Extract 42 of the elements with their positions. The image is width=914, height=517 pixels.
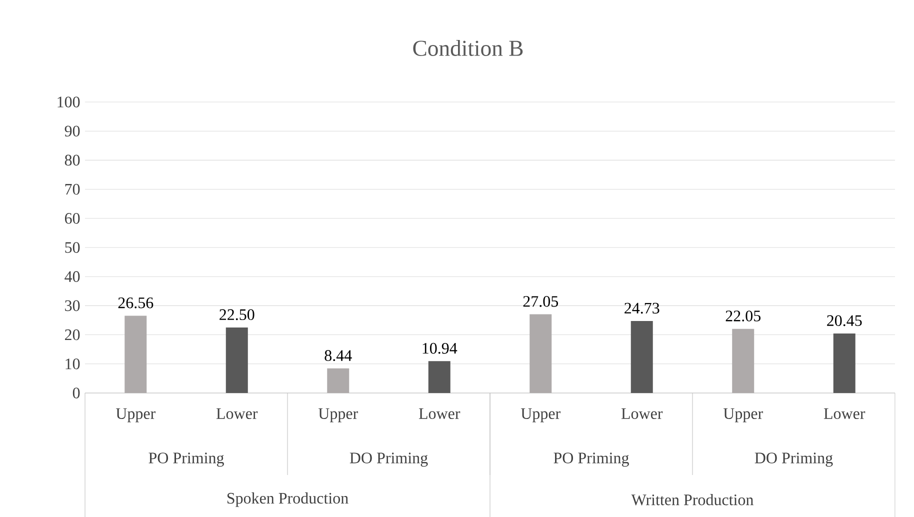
bar <box>428 361 450 393</box>
bar <box>530 314 552 393</box>
data-label: 26.56 <box>118 297 154 308</box>
text: Spoken Production <box>227 492 348 507</box>
bar <box>327 368 350 393</box>
data-label: 22.05 <box>726 310 760 322</box>
x-tick-label: Upper <box>723 408 763 422</box>
text: Written Production <box>631 494 754 506</box>
text: DO Priming <box>754 452 833 467</box>
y-tick-label: 70 <box>65 184 80 195</box>
bar <box>833 333 856 393</box>
text: PO Priming <box>554 452 629 467</box>
data-label: 22.50 <box>220 309 254 320</box>
x-tick-label: Lower <box>621 408 663 419</box>
data-label: 27.05 <box>523 296 558 307</box>
y-tick-label: 100 <box>58 96 80 108</box>
y-tick-label: 60 <box>64 212 80 224</box>
y-tick-label: 0 <box>72 387 80 398</box>
y-tick-label: 90 <box>64 126 80 136</box>
y-tick-label: 40 <box>64 271 80 282</box>
data-label: 8.44 <box>324 350 352 361</box>
bar <box>124 316 147 393</box>
data-label: 20.45 <box>827 315 862 326</box>
bar <box>630 320 653 393</box>
x-tick-label: Upper <box>318 408 358 422</box>
bar <box>226 327 248 393</box>
x-tick-label: Lower <box>216 408 258 419</box>
data-label: 24.73 <box>624 302 660 314</box>
y-tick-label: 20 <box>65 329 80 340</box>
x-tick-label: Upper <box>520 408 560 422</box>
x-tick-label: Upper <box>116 408 156 422</box>
text: DO Priming <box>350 452 428 467</box>
chart-title: Condition B <box>413 40 523 56</box>
text: PO Priming <box>148 452 224 467</box>
y-tick-label: 10 <box>66 358 80 370</box>
data-label: 10.94 <box>422 342 458 354</box>
y-tick-label: 30 <box>65 300 80 311</box>
x-tick-label: Lower <box>418 408 460 419</box>
x-tick-label: Lower <box>824 408 866 419</box>
y-tick-label: 80 <box>64 154 80 166</box>
y-tick-label: 50 <box>65 242 80 253</box>
bar <box>732 328 754 393</box>
